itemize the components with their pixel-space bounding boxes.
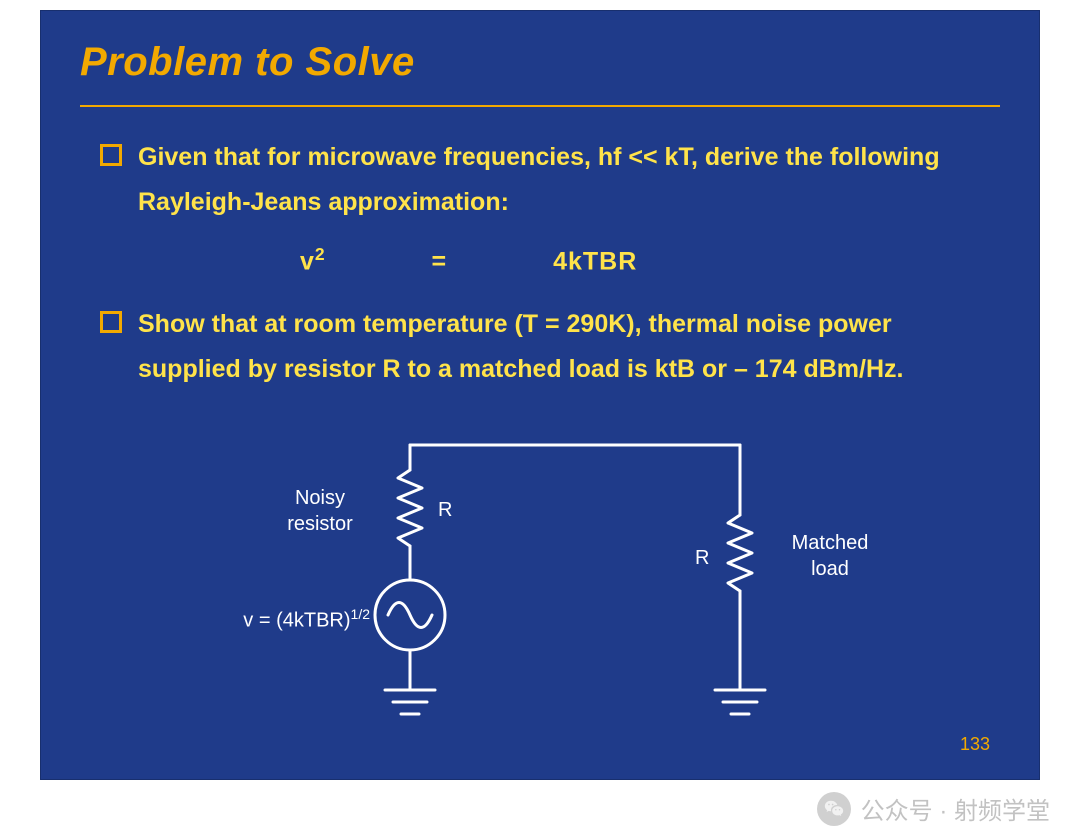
- label-matched-load: Matched load: [775, 530, 885, 582]
- bullet-marker-icon: [100, 311, 122, 333]
- circuit-diagram: Noisy resistor R R Matched load v = (4kT…: [190, 425, 890, 755]
- formula-rhs: 4kTBR: [553, 247, 637, 275]
- bullet-item: Given that for microwave frequencies, hf…: [100, 135, 1000, 225]
- formula: v2 = 4kTBR: [300, 239, 1000, 284]
- watermark: 公众号 · 射频学堂: [817, 791, 1050, 826]
- label-noisy-resistor: Noisy resistor: [265, 485, 375, 537]
- formula-lhs-exp: 2: [315, 244, 326, 264]
- label-R-left: R: [438, 497, 452, 523]
- watermark-text: 公众号 · 射频学堂: [861, 791, 1050, 826]
- slide-title: Problem to Solve: [80, 40, 415, 85]
- slide: Problem to Solve Given that for microwav…: [40, 10, 1040, 780]
- bullet-item: Show that at room temperature (T = 290K)…: [100, 302, 1000, 392]
- formula-lhs: v: [300, 247, 315, 275]
- formula-eq: =: [432, 247, 448, 275]
- label-R-right: R: [695, 545, 709, 571]
- bullet-text: Show that at room temperature (T = 290K)…: [138, 302, 1000, 392]
- bullet-marker-icon: [100, 144, 122, 166]
- title-underline: [80, 105, 1000, 107]
- page-number: 133: [960, 734, 990, 755]
- label-source-equation: v = (4kTBR)1/2: [200, 605, 370, 634]
- slide-body: Given that for microwave frequencies, hf…: [100, 135, 1000, 406]
- circuit-svg: [190, 425, 890, 755]
- bullet-text: Given that for microwave frequencies, hf…: [138, 135, 1000, 225]
- wechat-icon: [817, 792, 851, 826]
